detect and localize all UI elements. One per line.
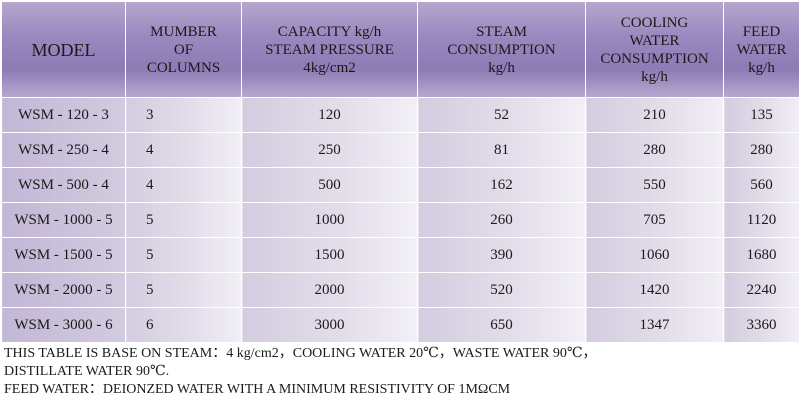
cell-steam: 390 [417, 237, 586, 273]
cell-cooling: 705 [585, 202, 724, 238]
cell-columns: 4 [125, 167, 242, 203]
header-model: MODEL [1, 1, 126, 98]
cell-capacity: 1500 [241, 237, 418, 273]
header-columns-line: OF [173, 41, 194, 58]
cell-feed: 2240 [723, 272, 800, 308]
cell-steam: 162 [417, 167, 586, 203]
cell-columns: 6 [125, 307, 242, 343]
cell-feed: 1120 [723, 202, 800, 238]
header-steam-line: kg/h [488, 59, 515, 76]
header-steam-line: STEAM [476, 23, 527, 40]
notes: THIS TABLE IS BASE ON STEAM：4 kg/cm2，COO… [4, 345, 796, 399]
cell-model: WSM - 250 - 4 [1, 132, 126, 168]
cell-steam: 52 [417, 97, 586, 133]
cell-cooling: 1347 [585, 307, 724, 343]
header-feed-line: kg/h [748, 59, 775, 76]
cell-cooling: 210 [585, 97, 724, 133]
note-line-1: THIS TABLE IS BASE ON STEAM：4 kg/cm2，COO… [4, 346, 597, 361]
table-row: WSM - 250 - 4 4 250 81 280 280 [1, 132, 800, 168]
cell-capacity: 3000 [241, 307, 418, 343]
cell-capacity: 2000 [241, 272, 418, 308]
cell-steam: 260 [417, 202, 586, 238]
cell-capacity: 1000 [241, 202, 418, 238]
header-steam-line: CONSUMPTION [447, 41, 556, 58]
header-steam: STEAM CONSUMPTION kg/h [417, 1, 586, 98]
table-row: WSM - 500 - 4 4 500 162 550 560 [1, 167, 800, 203]
cell-columns: 3 [125, 97, 242, 133]
cell-capacity: 120 [241, 97, 418, 133]
note-line-3: FEED WATER：DEIONZED WATER WITH A MINIMUM… [4, 382, 511, 397]
cell-capacity: 500 [241, 167, 418, 203]
table-row: WSM - 1000 - 5 5 1000 260 705 1120 [1, 202, 800, 238]
cell-model: WSM - 3000 - 6 [1, 307, 126, 343]
cell-columns: 4 [125, 132, 242, 168]
cell-steam: 81 [417, 132, 586, 168]
header-capacity-line: CAPACITY kg/h [277, 23, 382, 40]
cell-model: WSM - 1500 - 5 [1, 237, 126, 273]
header-row: MODEL MUMBER OF COLUMNS CAPACITY kg/h STEAM… [1, 1, 800, 98]
cell-cooling: 280 [585, 132, 724, 168]
table-row: WSM - 1500 - 5 5 1500 390 1060 1680 [1, 237, 800, 273]
header-columns-line: MUMBER [150, 23, 217, 40]
cell-feed: 560 [723, 167, 800, 203]
header-columns-line: COLUMNS [146, 59, 221, 76]
cell-model: WSM - 120 - 3 [1, 97, 126, 133]
header-capacity: CAPACITY kg/h STEAM PRESSURE 4kg/cm2 [241, 1, 418, 98]
header-capacity-line: STEAM PRESSURE [265, 41, 394, 58]
cell-steam: 520 [417, 272, 586, 308]
cell-columns: 5 [125, 202, 242, 238]
cell-cooling: 550 [585, 167, 724, 203]
cell-columns: 5 [125, 237, 242, 273]
cell-feed: 280 [723, 132, 800, 168]
header-columns: MUMBER OF COLUMNS [125, 1, 242, 98]
cell-steam: 650 [417, 307, 586, 343]
note-line-2: DISTILLATE WATER 90℃. [4, 364, 170, 379]
spec-table: MODEL MUMBER OF COLUMNS CAPACITY kg/h STEAM… [1, 1, 800, 343]
header-feed: FEED WATER kg/h [723, 1, 800, 98]
header-capacity-line: 4kg/cm2 [303, 59, 356, 76]
table-row: WSM - 2000 - 5 5 2000 520 1420 2240 [1, 272, 800, 308]
cell-columns: 5 [125, 272, 242, 308]
cell-model: WSM - 500 - 4 [1, 167, 126, 203]
header-cooling-line: kg/h [641, 68, 668, 85]
header-cooling-line: CONSUMPTION [600, 50, 709, 67]
header-cooling: COOLING WATER CONSUMPTION kg/h [585, 1, 724, 98]
cell-feed: 1680 [723, 237, 800, 273]
cell-feed: 135 [723, 97, 800, 133]
table-row: WSM - 120 - 3 3 120 52 210 135 [1, 97, 800, 133]
header-cooling-line: COOLING [620, 14, 689, 31]
header-model-line: MODEL [31, 39, 96, 60]
cell-model: WSM - 1000 - 5 [1, 202, 126, 238]
header-cooling-line: WATER [629, 32, 680, 49]
cell-model: WSM - 2000 - 5 [1, 272, 126, 308]
cell-cooling: 1060 [585, 237, 724, 273]
cell-capacity: 250 [241, 132, 418, 168]
header-feed-line: FEED [742, 23, 781, 40]
header-feed-line: WATER [736, 41, 787, 58]
cell-cooling: 1420 [585, 272, 724, 308]
table-row: WSM - 3000 - 6 6 3000 650 1347 3360 [1, 307, 800, 343]
cell-feed: 3360 [723, 307, 800, 343]
